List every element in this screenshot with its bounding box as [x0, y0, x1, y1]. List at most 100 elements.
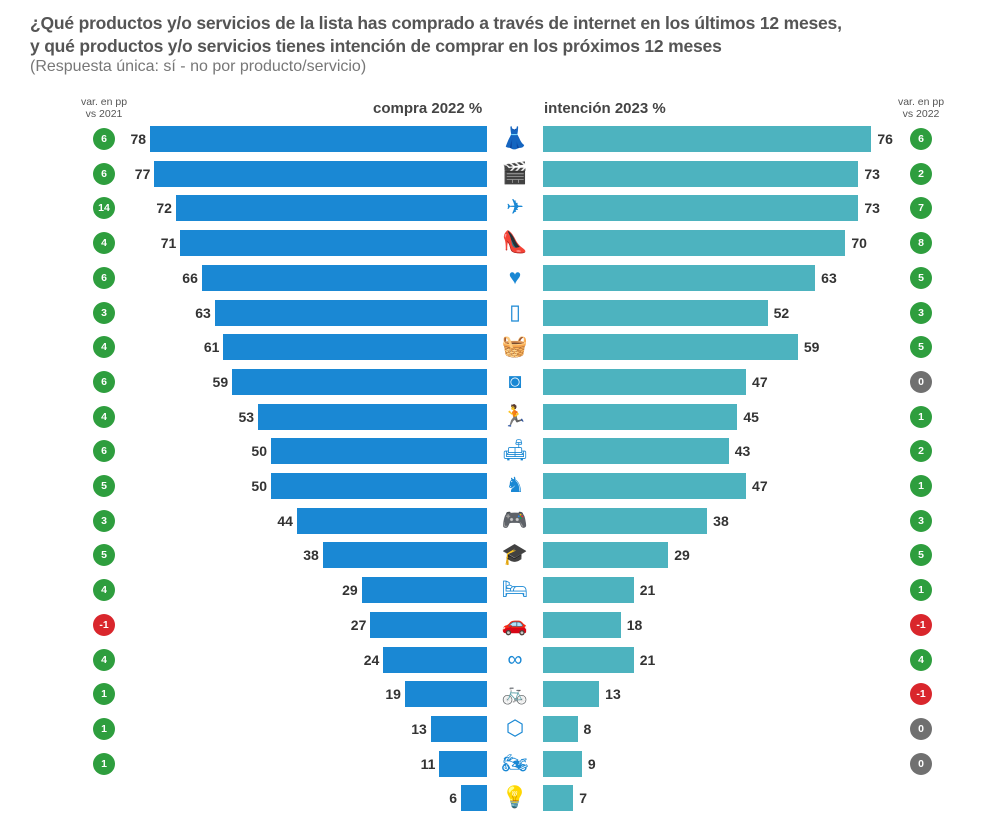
- value-compra: 72: [156, 200, 172, 217]
- value-compra: 61: [203, 339, 220, 356]
- bed-icon: 🛏: [501, 578, 529, 602]
- bar-compra: [232, 368, 487, 395]
- bar-intencion: [543, 299, 768, 326]
- bar-intencion: [543, 542, 669, 569]
- bar-intencion: [543, 438, 729, 465]
- value-compra: 59: [212, 373, 229, 390]
- bar-intencion: [543, 681, 600, 708]
- bar-intencion: [543, 264, 816, 291]
- series-label-compra: compra 2022 %: [373, 100, 483, 117]
- bar-compra: [154, 160, 487, 187]
- value-intencion: 76: [877, 131, 893, 147]
- badge-var-2022: 0: [910, 717, 932, 740]
- value-intencion: 43: [734, 443, 751, 460]
- bar-intencion: [543, 195, 859, 222]
- box-icon: ⬡: [505, 716, 525, 740]
- bar-intencion: [543, 126, 872, 152]
- lightbulb-icon: 💡: [501, 786, 529, 810]
- value-intencion: 21: [639, 582, 656, 599]
- value-compra: 13: [411, 720, 427, 737]
- bar-compra: [201, 264, 487, 291]
- badge-var-2021: 4: [93, 336, 115, 359]
- dress-icon: 👗: [501, 127, 529, 150]
- subtitle: (Respuesta única: sí - no por producto/s…: [30, 58, 367, 75]
- value-intencion: 8: [583, 720, 592, 737]
- bar-intencion: [543, 646, 634, 673]
- badge-var-2022: 6: [910, 128, 932, 150]
- sofa-icon: 🛋: [501, 439, 529, 463]
- badge-var-2021: 5: [93, 475, 115, 497]
- value-intencion: 7: [579, 790, 588, 807]
- bar-compra: [214, 299, 487, 326]
- washing-machine-icon: ◙: [508, 369, 522, 393]
- badge-var-2022: 2: [910, 162, 932, 185]
- bar-compra: [461, 785, 487, 812]
- pacifier-icon: ∞: [507, 647, 523, 671]
- badge-var-2022: -1: [910, 683, 932, 706]
- badge-var-2021: 1: [93, 683, 115, 706]
- value-compra: 50: [251, 443, 267, 460]
- bar-intencion: [543, 577, 634, 604]
- badge-var-2021: 6: [93, 128, 115, 150]
- value-compra: 38: [303, 547, 319, 564]
- rocking-horse-icon: ♞: [505, 474, 525, 497]
- left-var-header: var. en pp vs 2021: [80, 96, 128, 120]
- film-clapper-icon: 🎬: [501, 161, 529, 185]
- value-compra: 11: [420, 755, 436, 772]
- badge-var-2021: 6: [93, 266, 115, 289]
- value-compra: 53: [238, 408, 255, 425]
- badge-var-2022: -1: [910, 613, 932, 636]
- value-intencion: 73: [864, 165, 880, 182]
- value-compra: 44: [277, 512, 293, 529]
- value-intencion: 47: [752, 373, 768, 390]
- value-intencion: 52: [773, 304, 790, 321]
- value-intencion: 70: [851, 235, 867, 252]
- title-line-1: ¿Qué productos y/o servicios de la lista…: [30, 13, 842, 33]
- badge-var-2022: 5: [910, 544, 932, 567]
- badge-var-2021: 4: [93, 648, 115, 671]
- badge-var-2022: 4: [910, 648, 932, 671]
- value-compra: 50: [251, 478, 267, 494]
- badge-var-2021: 6: [93, 162, 115, 185]
- series-label-intencion: intención 2023 %: [544, 100, 666, 117]
- bar-compra: [258, 403, 487, 430]
- bar-intencion: [543, 160, 859, 187]
- bar-compra: [370, 611, 487, 638]
- badge-var-2022: 3: [910, 301, 932, 324]
- badge-var-2022: 2: [910, 440, 932, 463]
- bar-compra: [361, 577, 487, 604]
- badge-var-2021: 4: [93, 579, 115, 602]
- badge-var-2022: 1: [910, 475, 932, 497]
- badge-var-2021: 6: [93, 440, 115, 463]
- badge-var-2021: -1: [93, 613, 115, 636]
- value-intencion: 45: [743, 408, 759, 425]
- bar-compra: [223, 334, 487, 361]
- bar-intencion: [543, 715, 578, 742]
- value-compra: 29: [342, 582, 358, 599]
- gamepad-icon: 🎮: [501, 508, 529, 532]
- bar-compra: [296, 507, 487, 534]
- value-compra: 6: [449, 790, 458, 807]
- badge-var-2021: 6: [93, 370, 115, 393]
- bar-compra: [322, 542, 487, 569]
- badge-var-2022: 1: [910, 579, 932, 602]
- value-intencion: 47: [752, 478, 768, 494]
- bar-compra: [271, 473, 487, 499]
- title-line-2: y qué productos y/o servicios tienes int…: [30, 36, 722, 56]
- value-intencion: 21: [639, 651, 656, 668]
- badge-var-2022: 5: [910, 266, 932, 289]
- bar-compra: [439, 750, 487, 777]
- bar-intencion: [543, 750, 582, 777]
- value-compra: 63: [195, 304, 211, 321]
- badge-var-2021: 3: [93, 509, 115, 532]
- value-compra: 27: [350, 616, 367, 633]
- high-heel-icon: 👠: [501, 231, 529, 255]
- badge-var-2022: 3: [910, 509, 932, 532]
- bar-compra: [180, 230, 487, 257]
- badge-var-2021: 1: [93, 717, 115, 740]
- value-compra: 78: [130, 131, 147, 147]
- value-intencion: 73: [864, 200, 880, 217]
- badge-var-2021: 1: [93, 752, 115, 775]
- bar-compra: [383, 646, 487, 673]
